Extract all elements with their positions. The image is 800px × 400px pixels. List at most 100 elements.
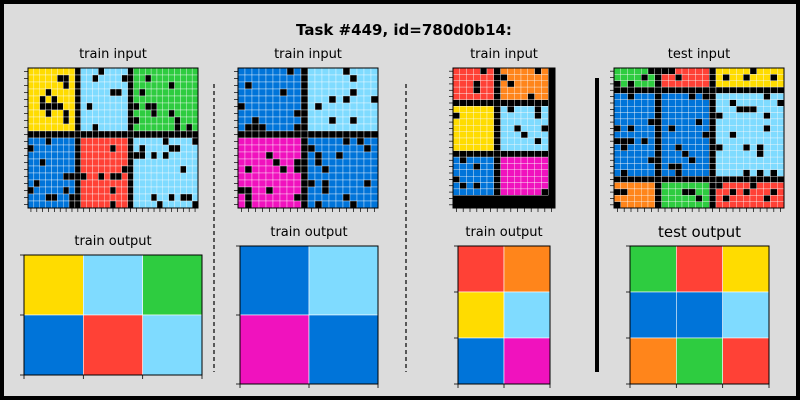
input-cell (486, 106, 494, 113)
input-cell (620, 99, 628, 107)
input-cell (150, 116, 158, 125)
input-cell (500, 156, 508, 164)
input-cell (722, 125, 730, 132)
input-cell (258, 179, 267, 188)
input-cell (162, 137, 169, 146)
input-cell (286, 200, 295, 209)
input-cell (480, 137, 488, 145)
input-cell (109, 74, 117, 83)
input-cell (756, 93, 764, 100)
input-cell (756, 176, 764, 183)
input-cell (57, 172, 64, 181)
input-cell (520, 137, 528, 145)
input-cell (145, 186, 152, 195)
input-cell (272, 200, 281, 209)
input-cell (493, 150, 501, 158)
input-cell (150, 88, 158, 97)
input-cell (756, 80, 764, 88)
input-cell (756, 86, 764, 94)
input-cell (363, 186, 372, 195)
input-cell (45, 130, 52, 139)
input-cell (307, 172, 316, 181)
input-cell (272, 165, 281, 174)
input-cell (534, 106, 542, 113)
input-cell (265, 95, 274, 104)
input-cell (272, 116, 281, 125)
input-cell (145, 137, 152, 146)
output-cell (457, 291, 505, 339)
input-cell (514, 74, 522, 81)
input-cell (244, 186, 253, 195)
input-cell (675, 182, 683, 190)
input-cell (514, 150, 522, 158)
input-cell (251, 130, 260, 139)
input-cell (620, 125, 628, 132)
input-cell (743, 74, 751, 81)
input-cell (121, 74, 128, 83)
input-cell (486, 150, 494, 158)
input-cell (150, 151, 158, 160)
input-cell (722, 86, 730, 94)
input-cell (115, 179, 122, 188)
input-cell (520, 118, 528, 126)
input-cell (729, 80, 737, 88)
input-cell (743, 93, 751, 100)
input-cell (777, 188, 785, 196)
input-cell (115, 88, 122, 97)
input-cell (62, 123, 70, 132)
input-cell (661, 163, 669, 170)
input-cell (45, 179, 52, 188)
input-cell (500, 150, 508, 158)
input-cell (514, 188, 522, 196)
input-cell (695, 125, 703, 132)
input-cell (45, 186, 52, 195)
input-cell (527, 150, 535, 158)
input-cell (286, 165, 295, 174)
input-cell (777, 163, 785, 170)
input-cell (695, 169, 703, 177)
input-cell (293, 172, 302, 181)
input-cell (763, 188, 771, 196)
input-cell (688, 182, 696, 190)
input-cell (688, 93, 696, 100)
input-cell (356, 151, 365, 160)
input-cell (756, 131, 764, 139)
input-cell (258, 193, 267, 202)
input-cell (641, 176, 649, 183)
input-cell (466, 156, 474, 164)
input-cell (736, 93, 744, 100)
input-cell (62, 67, 70, 76)
input-cell (743, 99, 751, 107)
input-cell (770, 93, 778, 100)
input-cell (39, 193, 46, 202)
input-cell (127, 67, 134, 76)
input-cell (688, 144, 696, 151)
input-cell (675, 156, 683, 164)
input-cell (500, 86, 508, 94)
input-cell (363, 81, 372, 90)
input-cell (186, 144, 193, 153)
input-cell (127, 179, 134, 188)
input-cell (104, 165, 111, 174)
input-cell (328, 172, 337, 181)
input-cell (237, 123, 246, 132)
input-cell (770, 150, 778, 158)
input-cell (681, 156, 689, 164)
input-cell (722, 67, 730, 75)
input-cell (293, 102, 302, 111)
input-cell (620, 137, 628, 145)
input-cell (681, 74, 689, 81)
input-cell (80, 130, 87, 139)
input-cell (770, 169, 778, 177)
input-cell (335, 193, 344, 202)
input-cell (39, 151, 46, 160)
input-cell (33, 88, 40, 97)
input-cell (770, 163, 778, 170)
input-cell (466, 86, 474, 94)
input-cell (27, 95, 35, 104)
input-cell (300, 172, 309, 181)
input-cell (493, 176, 501, 183)
input-cell (92, 123, 99, 132)
input-cell (466, 163, 474, 170)
input-cell (45, 137, 52, 146)
